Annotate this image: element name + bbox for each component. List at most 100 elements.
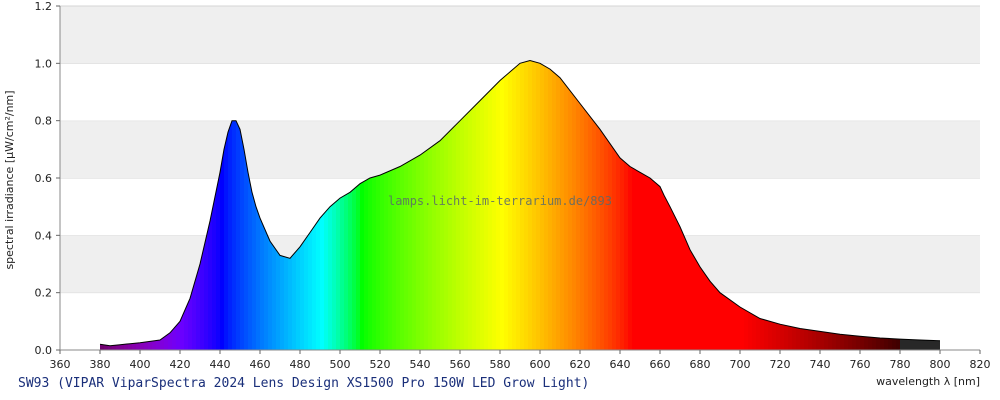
x-tick-label: 400 bbox=[130, 358, 151, 371]
spectrum-slice bbox=[540, 60, 545, 350]
spectrum-slice bbox=[420, 60, 425, 350]
spectrum-slice bbox=[480, 60, 485, 350]
spectrum-slice bbox=[240, 60, 245, 350]
spectrum-slice bbox=[644, 60, 649, 350]
spectrum-slice bbox=[596, 60, 601, 350]
spectrum-slice bbox=[384, 60, 389, 350]
spectrum-slice bbox=[412, 60, 417, 350]
spectrum-slice bbox=[408, 60, 413, 350]
spectrum-slice bbox=[476, 60, 481, 350]
x-tick-label: 760 bbox=[850, 358, 871, 371]
x-tick-label: 820 bbox=[970, 358, 991, 371]
spectrum-slice bbox=[348, 60, 353, 350]
spectrum-slice bbox=[432, 60, 437, 350]
spectrum-slice bbox=[464, 60, 469, 350]
y-tick-label: 0.0 bbox=[35, 344, 53, 357]
spectrum-curve bbox=[99, 59, 941, 347]
spectrum-slice bbox=[492, 60, 497, 350]
spectrum-slice bbox=[496, 60, 501, 350]
spectrum-slice bbox=[568, 60, 573, 350]
spectrum-slice bbox=[396, 60, 401, 350]
spectrum-slice bbox=[648, 60, 653, 350]
spectrum-slice bbox=[588, 60, 593, 350]
grid-band bbox=[60, 6, 980, 64]
spectrum-slice bbox=[608, 60, 613, 350]
spectrum-slice bbox=[252, 60, 257, 350]
spectrum-slice bbox=[224, 60, 229, 350]
spectrum-slice bbox=[400, 60, 405, 350]
spectrum-slice bbox=[656, 60, 661, 350]
spectrum-slice bbox=[536, 60, 541, 350]
spectrum-slice bbox=[664, 60, 669, 350]
y-tick-label: 0.4 bbox=[35, 229, 53, 242]
spectrum-slice bbox=[544, 60, 549, 350]
spectrum-slice bbox=[392, 60, 397, 350]
x-tick-label: 700 bbox=[730, 358, 751, 371]
y-tick-label: 0.8 bbox=[35, 115, 53, 128]
spectrum-slice bbox=[620, 60, 625, 350]
x-tick-label: 800 bbox=[930, 358, 951, 371]
spectrum-slice bbox=[660, 60, 665, 350]
spectrum-slice bbox=[428, 60, 433, 350]
spectrum-slice bbox=[372, 60, 377, 350]
spectrum-slice bbox=[388, 60, 393, 350]
spectrum-slice bbox=[516, 60, 521, 350]
x-axis-label: wavelength λ [nm] bbox=[876, 375, 980, 388]
spectrum-slice bbox=[592, 60, 597, 350]
spectrum-slice bbox=[612, 60, 617, 350]
spectrum-slice bbox=[356, 60, 361, 350]
y-tick-label: 0.6 bbox=[35, 172, 53, 185]
spectrum-slice bbox=[616, 60, 621, 350]
spectrum-slice bbox=[484, 60, 489, 350]
spectrum-slice bbox=[424, 60, 429, 350]
spectrum-slice bbox=[652, 60, 657, 350]
x-tick-label: 360 bbox=[50, 358, 71, 371]
spectrum-slice bbox=[564, 60, 569, 350]
spectrum-slice bbox=[444, 60, 449, 350]
spectrum-slice bbox=[532, 60, 537, 350]
spectrum-slice bbox=[332, 60, 337, 350]
spectrum-slice bbox=[456, 60, 461, 350]
spectrum-slice bbox=[572, 60, 577, 350]
spectrum-slice bbox=[376, 60, 381, 350]
spectrum-slice bbox=[440, 60, 445, 350]
y-axis-label: spectral irradiance [µW/cm²/nm] bbox=[3, 90, 16, 269]
spectrum-slice bbox=[220, 60, 225, 350]
spectrum-slice bbox=[360, 60, 365, 350]
x-tick-label: 640 bbox=[610, 358, 631, 371]
spectrum-slice bbox=[584, 60, 589, 350]
x-tick-label: 560 bbox=[450, 358, 471, 371]
spectrum-slice bbox=[576, 60, 581, 350]
y-tick-label: 1.0 bbox=[35, 57, 53, 70]
spectrum-slice bbox=[640, 60, 645, 350]
x-tick-label: 460 bbox=[250, 358, 271, 371]
spectrum-slice bbox=[580, 60, 585, 350]
spectrum-slice bbox=[600, 60, 605, 350]
spectrum-slice bbox=[344, 60, 349, 350]
spectrum-slice bbox=[352, 60, 357, 350]
x-tick-label: 780 bbox=[890, 358, 911, 371]
spectrum-slice bbox=[552, 60, 557, 350]
spectrum-slice bbox=[524, 60, 529, 350]
spectrum-slice bbox=[528, 60, 533, 350]
spectrum-slice bbox=[636, 60, 641, 350]
x-tick-label: 620 bbox=[570, 358, 591, 371]
spectrum-slice bbox=[380, 60, 385, 350]
spectrum-slice bbox=[520, 60, 525, 350]
spectrum-slice bbox=[452, 60, 457, 350]
spectrum-slice bbox=[512, 60, 517, 350]
y-tick-label: 0.2 bbox=[35, 287, 53, 300]
x-tick-label: 580 bbox=[490, 358, 511, 371]
spectrum-slice bbox=[560, 60, 565, 350]
spectrum-slice bbox=[504, 60, 509, 350]
spectrum-slice bbox=[488, 60, 493, 350]
y-axis-ticks: 0.0 0.2 0.4 0.6 0.8 1.0 1.2 bbox=[35, 0, 60, 357]
spectrum-slice bbox=[624, 60, 629, 350]
x-tick-label: 540 bbox=[410, 358, 431, 371]
x-tick-label: 420 bbox=[170, 358, 191, 371]
spectrum-slice bbox=[340, 60, 345, 350]
x-tick-label: 520 bbox=[370, 358, 391, 371]
spectrum-slice bbox=[404, 60, 409, 350]
x-tick-label: 680 bbox=[690, 358, 711, 371]
y-tick-label: 1.2 bbox=[35, 0, 53, 13]
